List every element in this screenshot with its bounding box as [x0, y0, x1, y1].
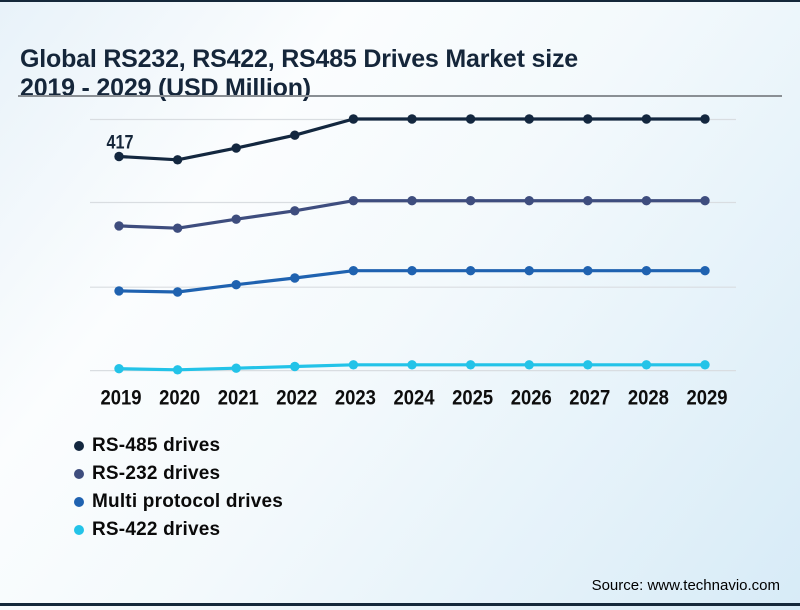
series-line-rs-485-drives — [117, 117, 707, 162]
data-point — [114, 151, 124, 162]
legend-label: Multi protocol drives — [92, 491, 284, 512]
bottom-border-line — [0, 603, 800, 606]
legend-swatch-multi-protocol-icon — [74, 497, 84, 507]
data-point — [583, 266, 593, 276]
legend-item-rs-485-drives: RS-485 drives — [74, 432, 283, 460]
data-point — [700, 266, 710, 276]
x-axis-label: 2019 — [101, 387, 142, 410]
data-point — [700, 360, 710, 370]
legend-swatch-rs-232-icon — [74, 469, 84, 479]
legend-label: RS-485 drives — [92, 435, 221, 456]
page-title-line1: Global RS232, RS422, RS485 Drives Market… — [20, 44, 578, 73]
data-point — [700, 114, 710, 124]
x-axis-label: 2029 — [687, 387, 728, 410]
data-point — [231, 280, 241, 290]
legend-label: RS-232 drives — [92, 463, 221, 484]
data-point — [290, 130, 300, 140]
data-point — [231, 363, 241, 373]
data-point — [524, 266, 534, 276]
data-point — [114, 364, 124, 374]
x-axis-label: 2024 — [394, 387, 435, 410]
x-axis-label: 2023 — [335, 387, 376, 410]
data-point — [524, 196, 534, 206]
data-point — [407, 360, 417, 370]
data-point — [290, 273, 300, 283]
data-point — [407, 114, 417, 124]
legend-item-rs-422-drives: RS-422 drives — [74, 516, 283, 544]
data-point — [583, 360, 593, 370]
data-point — [407, 266, 417, 276]
legend-swatch-rs-422-icon — [74, 525, 84, 535]
source-text: Source: www.technavio.com — [591, 577, 780, 594]
data-point — [348, 114, 359, 124]
data-point — [524, 360, 534, 370]
data-point — [290, 361, 300, 372]
legend-item-multi-protocol-drives: Multi protocol drives — [74, 488, 283, 516]
chart-annotation-417: 417 — [107, 133, 134, 154]
x-axis-label: 2022 — [276, 387, 317, 410]
data-point — [348, 360, 359, 370]
x-axis-label: 2025 — [452, 387, 493, 410]
data-point — [524, 114, 534, 124]
legend-label: RS-422 drives — [92, 519, 221, 540]
data-point — [172, 287, 183, 297]
data-point — [290, 206, 300, 216]
data-point — [465, 266, 476, 276]
data-point — [407, 196, 417, 206]
data-point — [641, 360, 652, 370]
x-axis-label: 2028 — [628, 387, 669, 410]
data-point — [172, 155, 183, 165]
x-axis-label: 2027 — [569, 387, 610, 410]
data-point — [172, 223, 183, 233]
legend-item-rs-232-drives: RS-232 drives — [74, 460, 283, 488]
data-point — [465, 114, 476, 124]
data-point — [583, 114, 593, 124]
legend-swatch-rs-485-icon — [74, 441, 84, 451]
data-point — [114, 221, 124, 231]
title-divider — [18, 95, 782, 97]
data-point — [641, 114, 652, 124]
data-point — [231, 143, 241, 153]
x-axis-label: 2021 — [218, 387, 259, 410]
data-point — [700, 196, 710, 206]
page-title: Global RS232, RS422, RS485 Drives Market… — [20, 45, 760, 103]
data-point — [465, 196, 476, 206]
data-point — [641, 196, 652, 206]
data-point — [348, 266, 359, 276]
data-point — [641, 266, 652, 276]
data-point — [172, 365, 183, 375]
data-point — [114, 286, 124, 296]
chart-legend: RS-485 drives RS-232 drives Multi protoc… — [74, 432, 283, 544]
data-point — [348, 196, 359, 206]
data-point — [583, 196, 593, 206]
data-point — [231, 214, 241, 224]
x-axis-label: 2026 — [511, 387, 552, 410]
x-axis-label: 2020 — [159, 387, 200, 410]
page-title-line2: 2019 - 2029 (USD Million) — [20, 73, 311, 102]
top-border-line — [0, 0, 800, 2]
data-point — [465, 360, 476, 370]
